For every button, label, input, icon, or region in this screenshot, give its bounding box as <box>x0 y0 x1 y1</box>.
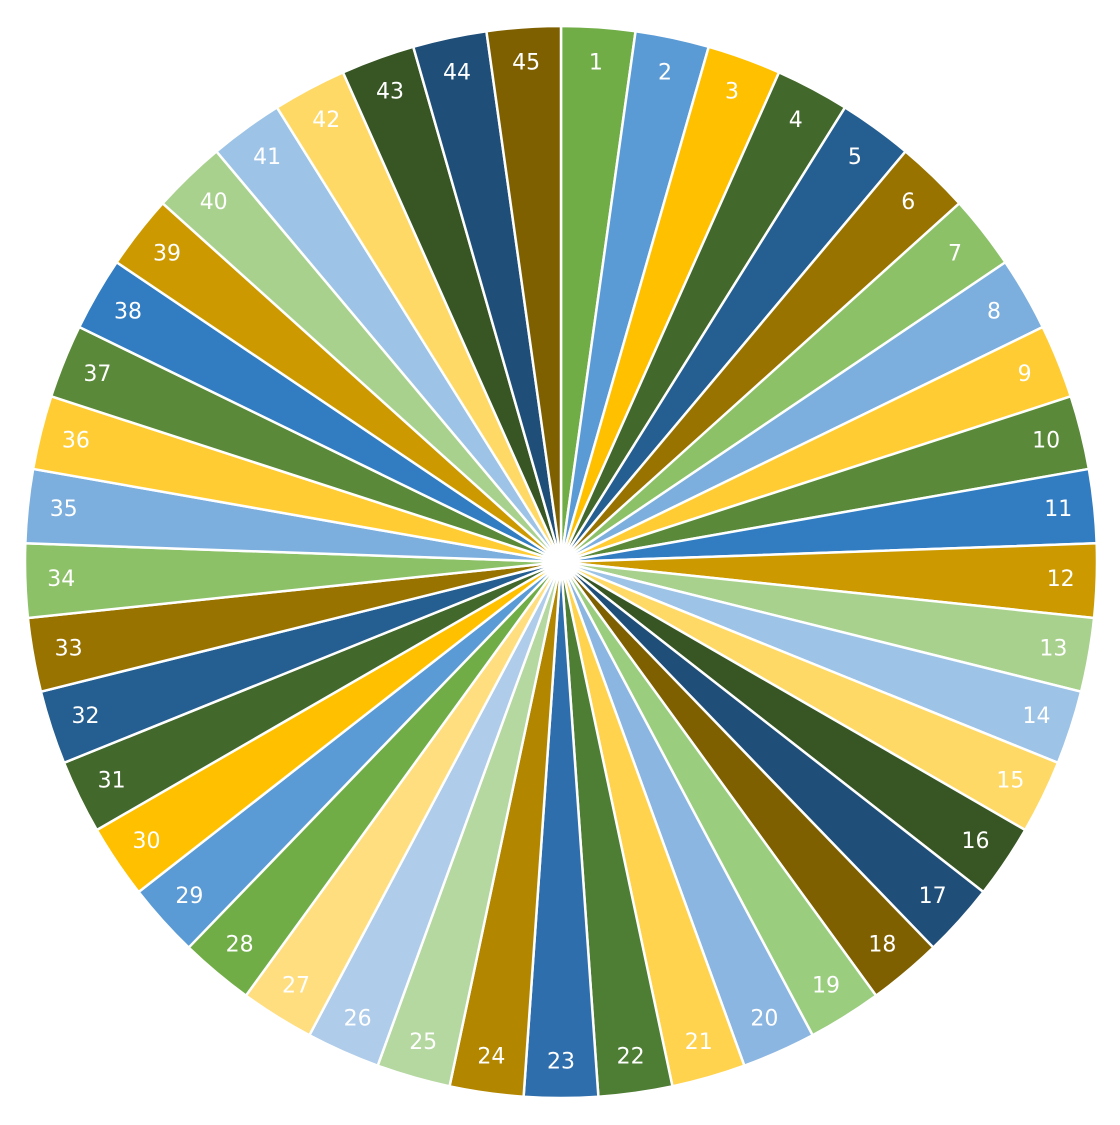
slice-label-16: 16 <box>962 829 990 854</box>
slice-label-33: 33 <box>55 636 83 661</box>
slice-label-27: 27 <box>282 974 310 999</box>
slice-label-32: 32 <box>72 704 100 729</box>
slice-label-12: 12 <box>1047 567 1075 592</box>
slice-label-35: 35 <box>50 497 78 522</box>
slice-label-2: 2 <box>658 60 672 85</box>
slice-label-41: 41 <box>253 145 281 170</box>
slice-label-30: 30 <box>133 829 161 854</box>
slice-label-24: 24 <box>477 1045 505 1070</box>
slice-label-4: 4 <box>789 108 803 133</box>
slice-label-21: 21 <box>685 1030 713 1055</box>
slice-label-23: 23 <box>547 1050 575 1075</box>
slice-label-15: 15 <box>996 769 1024 794</box>
slice-label-9: 9 <box>1018 362 1032 387</box>
slice-label-17: 17 <box>919 884 947 909</box>
slice-label-38: 38 <box>114 300 142 325</box>
slice-label-43: 43 <box>376 80 404 105</box>
slice-label-44: 44 <box>443 60 471 85</box>
slice-label-7: 7 <box>948 242 962 267</box>
slice-label-40: 40 <box>200 190 228 215</box>
slice-label-14: 14 <box>1023 704 1051 729</box>
slice-label-37: 37 <box>83 362 111 387</box>
slice-label-39: 39 <box>153 242 181 267</box>
slice-label-42: 42 <box>312 108 340 133</box>
slice-label-22: 22 <box>617 1045 645 1070</box>
slice-label-11: 11 <box>1044 497 1072 522</box>
slice-label-29: 29 <box>175 884 203 909</box>
slice-label-34: 34 <box>47 567 75 592</box>
slice-label-36: 36 <box>62 429 90 454</box>
slice-label-19: 19 <box>812 974 840 999</box>
slice-label-25: 25 <box>409 1030 437 1055</box>
slice-label-1: 1 <box>589 51 603 76</box>
slice-label-8: 8 <box>987 300 1001 325</box>
slice-label-10: 10 <box>1032 429 1060 454</box>
slice-label-13: 13 <box>1039 636 1067 661</box>
slice-label-3: 3 <box>725 80 739 105</box>
slice-label-31: 31 <box>98 769 126 794</box>
slice-label-18: 18 <box>868 933 896 958</box>
slice-label-5: 5 <box>848 145 862 170</box>
slice-label-6: 6 <box>901 190 915 215</box>
pie-slice-45 <box>485 24 563 564</box>
slice-label-20: 20 <box>750 1006 778 1031</box>
slice-label-28: 28 <box>226 933 254 958</box>
slice-label-26: 26 <box>344 1006 372 1031</box>
slice-label-45: 45 <box>512 51 540 76</box>
